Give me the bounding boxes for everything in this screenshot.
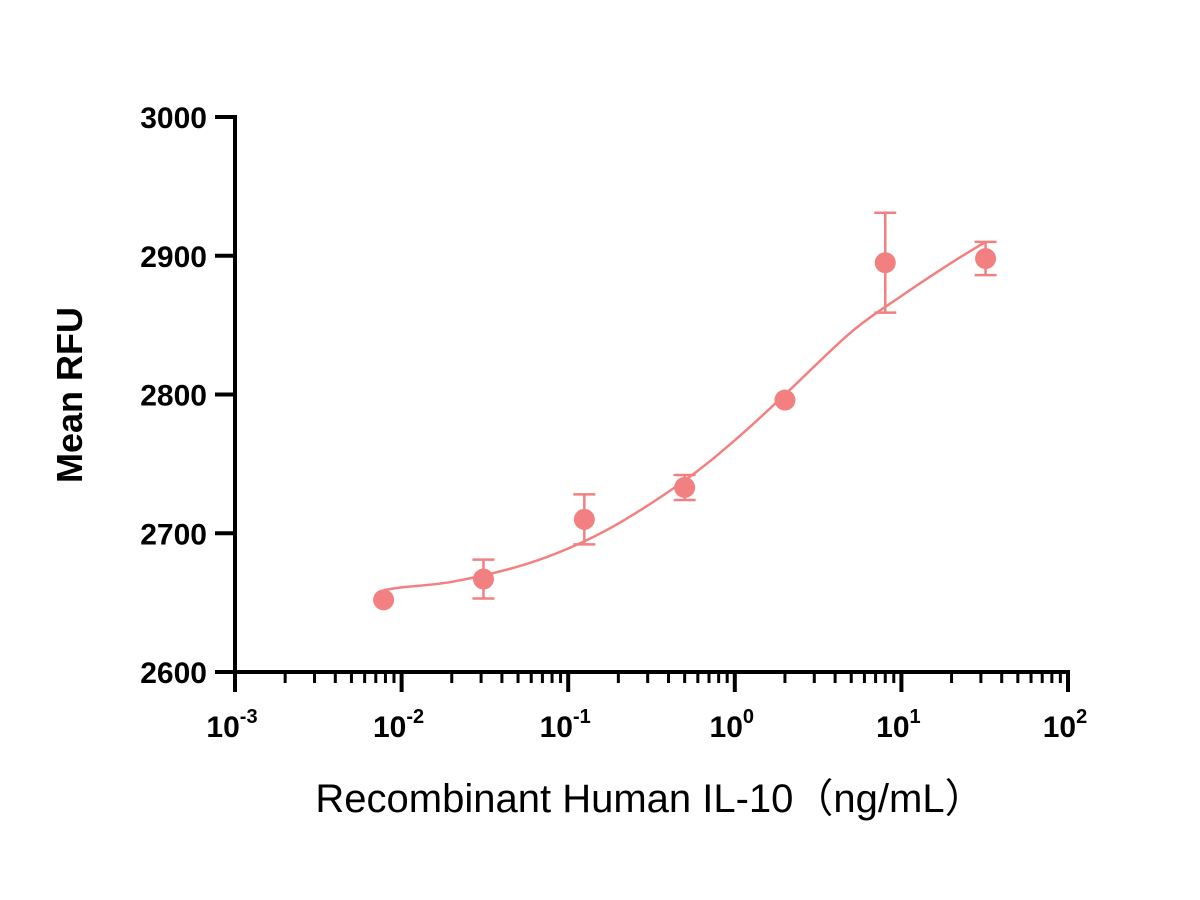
x-tick-label: 102 — [1043, 706, 1088, 744]
x-tick-label-base: 10 — [206, 711, 239, 744]
x-tick-label: 10-2 — [373, 706, 424, 744]
y-tick-label: 2700 — [140, 518, 207, 551]
error-bars — [472, 211, 997, 600]
y-ticks: 2600 2700 2800 2900 3000 — [140, 102, 235, 690]
data-point — [674, 476, 696, 498]
x-tick-label: 10-1 — [540, 706, 591, 744]
x-tick-label-exponent: -1 — [573, 706, 591, 728]
x-ticks: 10-3 10-2 10-1 100 101 102 — [206, 672, 1087, 744]
fit-curve — [383, 240, 987, 592]
y-tick-label: 3000 — [140, 102, 207, 135]
data-point — [874, 252, 896, 274]
x-tick-label: 101 — [876, 706, 921, 744]
data-point — [472, 568, 494, 590]
x-tick-label-exponent: 2 — [1076, 706, 1087, 728]
y-tick-label: 2800 — [140, 380, 207, 413]
x-tick-label-exponent: 1 — [910, 706, 921, 728]
x-tick-label-base: 10 — [710, 711, 743, 744]
axes — [233, 115, 1070, 674]
data-points — [373, 248, 997, 611]
data-point — [975, 248, 997, 270]
x-tick-label: 100 — [710, 706, 755, 744]
x-axis-title: Recombinant Human IL-10（ng/mL） — [315, 777, 984, 821]
x-tick-label-exponent: -2 — [406, 706, 424, 728]
data-point — [774, 389, 796, 411]
y-tick-label: 2600 — [140, 657, 207, 690]
data-point — [573, 508, 595, 530]
x-tick-label-base: 10 — [373, 711, 406, 744]
x-tick-label-base: 10 — [540, 711, 573, 744]
y-axis-title: Mean RFU — [49, 307, 90, 483]
x-tick-label-exponent: -3 — [240, 706, 258, 728]
x-tick-label: 10-3 — [206, 706, 257, 744]
x-tick-label-exponent: 0 — [743, 706, 754, 728]
x-tick-label-base: 10 — [876, 711, 909, 744]
data-point — [373, 589, 395, 611]
x-tick-label-base: 10 — [1043, 711, 1076, 744]
y-tick-label: 2900 — [140, 241, 207, 274]
